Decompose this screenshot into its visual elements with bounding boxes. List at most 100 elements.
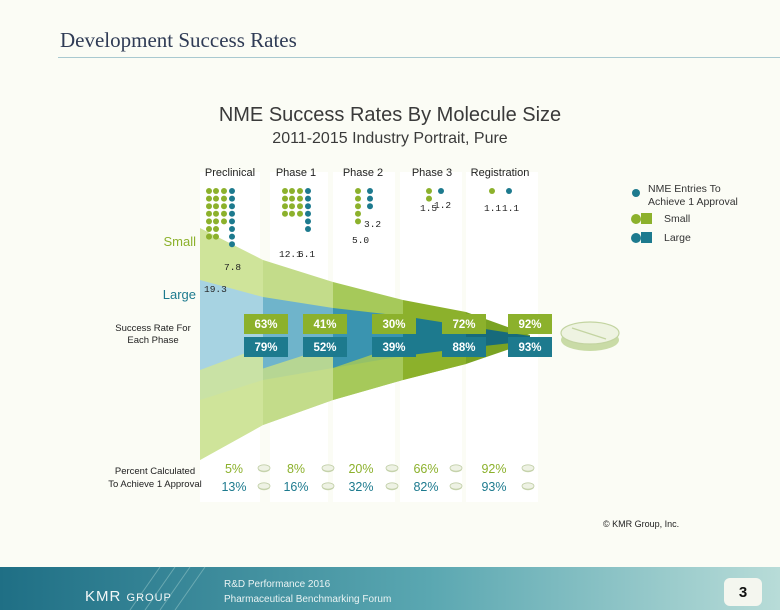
small-entries-1-dot — [206, 210, 212, 217]
small-entries-1-dot — [221, 188, 227, 194]
small-entries-1-dot — [213, 203, 219, 210]
small-success-box-4 — [442, 314, 486, 334]
row-label-success-rate: Each Phase — [127, 335, 178, 346]
mini-pill-top — [449, 482, 463, 490]
footer-decoration — [129, 566, 206, 610]
large-percent-approval-4: 82% — [413, 480, 438, 494]
small-success-box-1 — [244, 314, 288, 334]
small-entries-1-dot — [213, 226, 219, 232]
small-entries-1-dot — [221, 203, 227, 210]
small-entries-2-dot — [297, 195, 303, 202]
footer-event-title: R&D Performance 2016 — [224, 579, 331, 590]
large-entries-3-dot — [367, 195, 373, 202]
small-entries-3-dot — [355, 195, 361, 202]
large-success-box-3 — [372, 337, 416, 357]
large-entries-3-dot — [367, 188, 373, 194]
legend-large-circle-icon — [631, 233, 641, 243]
large-entries-2-dot — [305, 218, 311, 225]
small-entries-1-dot — [206, 233, 212, 240]
small-entries-2-dot — [282, 188, 288, 194]
chart-subtitle: 2011-2015 Industry Portrait, Pure — [272, 130, 508, 147]
small-success-box-5 — [508, 314, 552, 334]
small-entries-5-dot — [489, 188, 495, 194]
small-entries-1-dot — [213, 210, 219, 217]
mini-pill-icon — [385, 464, 399, 473]
small-entries-1-dot — [213, 188, 219, 194]
small-entries-4-dot — [426, 195, 432, 202]
large-entries-2-dot — [305, 203, 311, 210]
large-success-box-5 — [508, 337, 552, 357]
mini-pill-icon — [321, 482, 335, 491]
large-success-box-4 — [442, 337, 486, 357]
large-entries-3-value: 3.2 — [364, 219, 381, 230]
footer-band — [0, 567, 780, 610]
legend-large-label: Large — [664, 232, 691, 244]
small-entries-1-dot — [206, 218, 212, 225]
large-success-box-2 — [303, 337, 347, 357]
small-success-box-3 — [372, 314, 416, 334]
small-entries-2-dot — [289, 203, 295, 210]
mini-pill-top — [321, 464, 335, 472]
phase-header-1: Preclinical — [205, 167, 255, 179]
slide-title: Development Success Rates — [60, 28, 297, 52]
small-entries-1-value: 19.3 — [204, 284, 227, 295]
small-entries-1-dot — [206, 195, 212, 202]
phase-header-3: Phase 2 — [343, 167, 383, 179]
legend-large-square-icon — [641, 232, 652, 243]
large-entries-5-dot — [506, 188, 512, 194]
small-entries-1-dot — [206, 203, 212, 210]
large-entries-2-dot — [305, 226, 311, 232]
legend-small-circle-icon — [631, 214, 641, 224]
small-success-rate-1: 63% — [254, 319, 277, 331]
mini-pill-top — [385, 482, 399, 490]
phase-header-5: Registration — [471, 167, 530, 179]
small-entries-1-dot — [221, 218, 227, 225]
small-entries-4-dot — [426, 188, 432, 194]
small-entries-2-dot — [297, 203, 303, 210]
small-entries-2-dot — [297, 210, 303, 217]
large-entries-1-value: 7.8 — [224, 262, 241, 273]
large-entries-4-value: 1.2 — [434, 200, 451, 211]
small-entries-2-value: 12.1 — [279, 249, 302, 260]
small-entries-2-dot — [289, 195, 295, 202]
large-percent-approval-3: 32% — [348, 480, 373, 494]
kmr-group-logo: KMR GROUP — [85, 588, 172, 605]
large-success-rate-4: 88% — [452, 342, 475, 354]
small-success-rate-5: 92% — [518, 319, 541, 331]
small-entries-5-value: 1.1 — [484, 203, 501, 214]
large-entries-1-dot — [229, 210, 235, 217]
row-label-large: Large — [163, 287, 196, 302]
legend-small-square-icon — [641, 213, 652, 224]
large-entries-3-dot — [367, 203, 373, 210]
mini-pill-top — [521, 464, 535, 472]
legend-entries-label: NME Entries To Achieve 1 Approval — [648, 183, 738, 208]
large-success-rate-5: 93% — [518, 342, 541, 354]
title-divider — [58, 57, 780, 58]
page-number-badge — [724, 578, 762, 606]
small-entries-3-dot — [355, 188, 361, 194]
mini-pill-top — [521, 482, 535, 490]
legend-small-label: Small — [664, 213, 691, 225]
row-label-small: Small — [163, 234, 196, 249]
large-entries-1-dot — [229, 203, 235, 210]
small-funnel-lower-1 — [200, 346, 263, 460]
large-percent-approval-1: 13% — [221, 480, 246, 494]
mini-pill-top — [257, 482, 271, 490]
small-success-rate-2: 41% — [313, 319, 336, 331]
small-funnel-lower-3 — [333, 344, 403, 400]
mini-pill-icon — [449, 482, 463, 491]
large-entries-2-dot — [305, 195, 311, 202]
footer-event-subtitle: Pharmaceutical Benchmarking Forum — [224, 594, 392, 605]
small-entries-3-dot — [355, 210, 361, 217]
mini-pill-top — [321, 482, 335, 490]
small-funnel-lower-2 — [263, 346, 333, 425]
mini-pill-icon — [321, 464, 335, 473]
large-success-rate-1: 79% — [254, 342, 277, 354]
large-entries-2-dot — [305, 188, 311, 194]
mini-pill-top — [385, 464, 399, 472]
row-label-percent-calc: To Achieve 1 Approval — [108, 479, 201, 490]
small-entries-1-dot — [221, 195, 227, 202]
small-entries-2-dot — [282, 195, 288, 202]
large-success-rate-3: 39% — [382, 342, 405, 354]
small-entries-2-dot — [282, 210, 288, 217]
